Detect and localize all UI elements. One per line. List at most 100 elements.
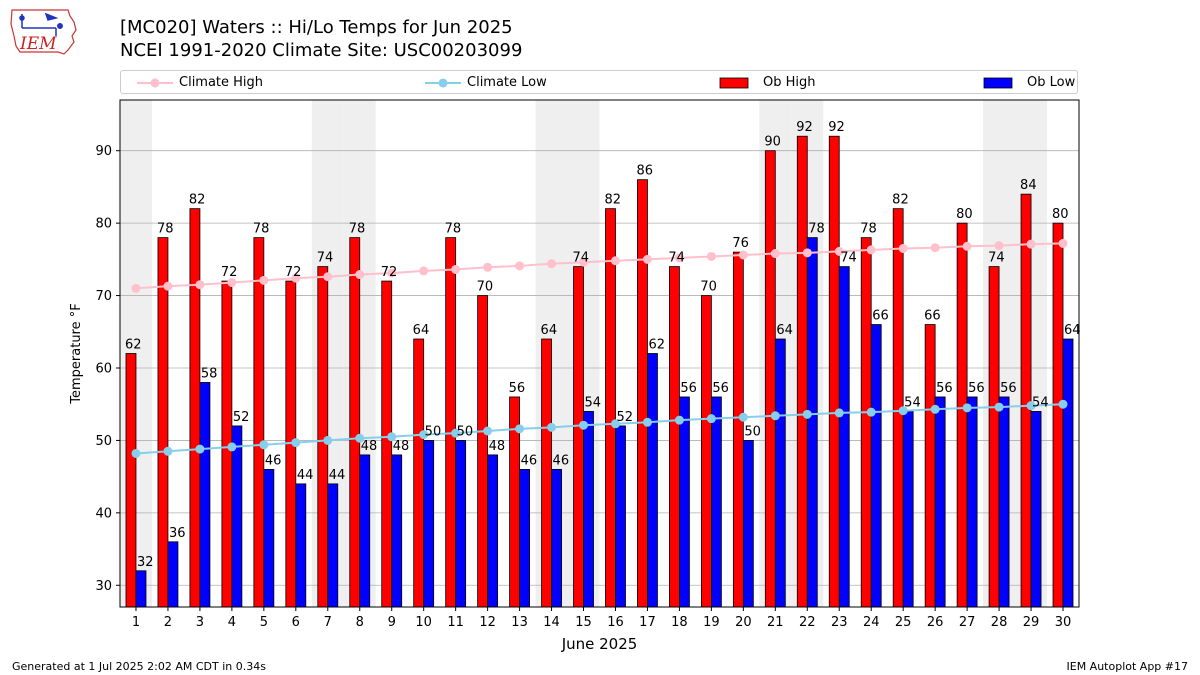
chart-subtitle: NCEI 1991-2020 Climate Site: USC00203099 [120,40,523,61]
ob-low-bar [583,411,594,608]
ob-low-label: 74 [840,251,857,266]
ob-high-label: 78 [860,222,877,237]
ob-low-label: 54 [1032,395,1049,410]
ob-low-label: 50 [744,424,761,439]
ob-low-label: 48 [393,439,410,454]
ob-high-bar [605,208,616,608]
climate-low-point [579,420,589,430]
ob-low-bar [135,570,147,608]
ob-high-label: 78 [253,222,270,237]
climate-low-point [355,433,365,443]
ob-high-label: 78 [349,222,366,237]
ob-high-bar [381,280,393,608]
legend-label-climate-low: Climate Low [467,75,547,90]
climate-high-point [387,268,397,278]
climate-high-point [738,250,748,260]
ob-high-label: 74 [988,251,1005,266]
ob-low-bar [679,396,690,608]
ob-low-bar [359,454,371,608]
ob-high-label: 72 [381,265,398,280]
ob-high-bar [221,280,233,608]
x-tick-label: 21 [767,615,784,630]
ob-high-bar [413,338,425,608]
ob-high-label: 56 [509,381,526,396]
x-tick-label: 19 [703,615,720,630]
ob-low-label: 48 [361,439,378,454]
ob-low-label: 44 [329,468,346,483]
ob-low-label: 46 [553,453,570,468]
x-tick-label: 8 [356,615,364,630]
ob-low-label: 46 [265,453,282,468]
ob-high-bar [477,295,489,608]
ob-low-label: 56 [936,381,953,396]
y-tick-label: 90 [95,144,112,159]
ob-high-label: 72 [285,265,302,280]
weekend-shade [567,100,600,607]
ob-high-label: 76 [732,236,749,251]
climate-high-point [259,275,269,285]
ob-low-bar [263,468,275,608]
climate-low-point [483,426,493,436]
x-tick-label: 24 [863,615,880,630]
ob-low-label: 36 [169,526,186,541]
climate-low-point [419,430,429,440]
legend-swatch-icon [719,77,749,89]
ob-high-bar [1052,222,1064,608]
ob-high-bar [732,251,744,608]
climate-low-point [451,428,461,438]
x-tick-label: 25 [895,615,912,630]
plot-frame [119,99,1080,608]
weekend-shade [120,100,152,607]
ob-high-label: 92 [796,120,813,135]
climate-low-point [738,412,748,422]
climate-high-point [866,245,876,255]
ob-low-bar [391,454,403,608]
x-tick-label: 30 [1055,615,1072,630]
x-tick-label: 5 [260,615,268,630]
ob-high-label: 92 [828,120,845,135]
x-tick-label: 7 [324,615,332,630]
ob-high-bar [637,179,648,608]
ob-low-label: 46 [521,453,538,468]
weekend-shade [535,100,568,607]
x-tick-label: 15 [575,615,592,630]
ob-low-bar [167,541,179,608]
climate-high-point [706,251,716,261]
climate-high-point [419,266,429,276]
ob-low-label: 44 [297,468,314,483]
weekend-shade [311,100,344,607]
ob-low-label: 58 [201,366,218,381]
ob-low-bar [998,396,1010,608]
ob-low-bar [934,396,946,608]
ob-high-bar [1020,193,1032,608]
y-tick-label: 70 [95,289,112,304]
ob-high-bar [796,135,808,608]
footer-generated-text: Generated at 1 Jul 2025 2:02 AM CDT in 0… [12,660,266,673]
ob-low-bar [423,440,435,608]
ob-high-bar [285,280,297,608]
ob-high-bar [445,237,457,608]
ob-low-label: 66 [872,309,889,324]
chart-title: [MC020] Waters :: Hi/Lo Temps for Jun 20… [120,17,513,38]
climate-high-point [802,248,812,258]
x-tick-label: 27 [959,615,976,630]
ob-high-bar [924,324,936,608]
ob-high-bar [669,266,680,608]
x-tick-label: 20 [735,615,752,630]
ob-high-bar [988,266,1000,608]
x-tick-label: 6 [292,615,300,630]
climate-high-point [994,241,1004,251]
y-tick-label: 60 [95,361,112,376]
ob-low-bar [742,440,754,608]
ob-high-label: 70 [700,280,717,295]
ob-high-label: 82 [892,193,909,208]
climate-high-point [323,272,333,282]
ob-high-label: 74 [317,251,334,266]
ob-high-label: 66 [924,309,941,324]
climate-low-point [291,438,301,448]
ob-high-bar [764,150,776,608]
iem-logo: IEM [10,9,77,55]
x-tick-label: 17 [639,615,656,630]
climate-high-point [610,256,620,266]
